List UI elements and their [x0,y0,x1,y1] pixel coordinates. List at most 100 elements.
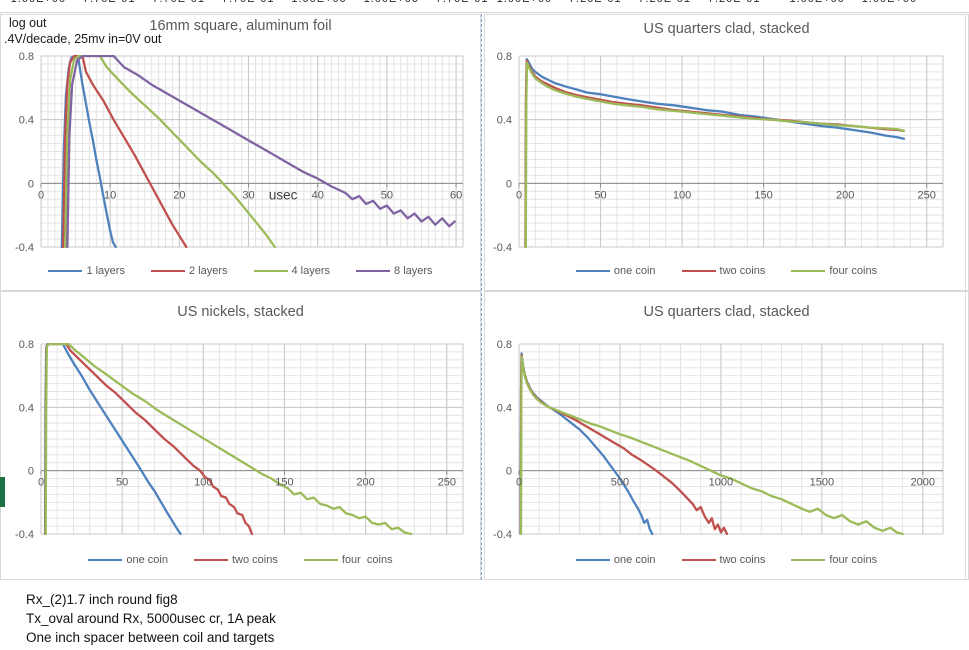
svg-text:50: 50 [594,189,606,201]
svg-text:200: 200 [836,189,854,201]
legend-label: one coin [126,554,168,566]
svg-text:0.4: 0.4 [19,115,34,127]
svg-text:250: 250 [918,189,936,201]
legend-item: four coins [791,554,877,566]
legend-label: four coins [829,554,878,566]
svg-text:0: 0 [506,466,512,478]
legend-label: two coins [719,265,766,277]
cell-values-right: -1.00E+00 -7.20E-01 -7.20E-01 -7.20E-01 … [492,0,917,5]
legend-label: 1 layers [86,265,125,277]
svg-text:500: 500 [611,477,629,489]
legend-item: two coins [681,265,766,277]
legend-line-swatch [575,559,610,561]
spreadsheet-cell-strip: -1.00E+00 -7.70E-01 -7.70E-01 -7.70E-01 … [0,0,969,13]
legend-item: four coins [303,554,393,566]
svg-text:0: 0 [28,178,34,190]
svg-text:50: 50 [381,189,393,201]
svg-text:0.8: 0.8 [19,51,34,63]
axis-annotation-scale: .4V/decade, 25mv in=0V out [4,32,162,46]
svg-text:150: 150 [275,477,293,489]
svg-text:100: 100 [194,477,212,489]
legend-label: 4 layers [291,265,331,277]
svg-text:0: 0 [506,178,512,190]
legend-line-swatch [253,270,288,272]
legend-item: two coins [681,554,766,566]
svg-text:1500: 1500 [810,477,834,489]
svg-text:0: 0 [516,189,522,201]
legend-line-swatch [681,270,716,272]
cell-values-left: -1.00E+00 -7.70E-01 -7.70E-01 -7.70E-01 … [6,0,488,5]
svg-text:100: 100 [673,189,691,201]
svg-text:0.4: 0.4 [497,115,512,127]
chart-legend: 1 layers 2 layers 4 layers 8 layers [1,265,480,277]
legend-line-swatch [48,270,83,272]
sheet-selection-marker [0,477,5,507]
svg-text:0: 0 [38,477,44,489]
chart-plot: 0 500 1000 1500 2000 0.8 0.4 0 -0.4 [493,339,944,541]
svg-text:2000: 2000 [911,477,935,489]
svg-text:0.4: 0.4 [19,402,34,414]
svg-text:0: 0 [38,189,44,201]
legend-item: 8 layers [356,265,433,277]
chart-nickels-stacked[interactable]: US nickels, stacked 0 50 100 150 200 250 0.8 0.… [0,291,481,580]
column-gridline [965,14,966,580]
legend-item: one coin [575,554,656,566]
legend-item: 2 layers [150,265,228,277]
chart-plot: 0 50 100 150 200 250 0.8 0.4 0 -0.4 [493,51,944,254]
legend-line-swatch [150,270,185,272]
svg-text:-0.4: -0.4 [15,242,34,254]
svg-text:20: 20 [173,189,185,201]
svg-text:150: 150 [754,189,772,201]
legend-label: four coins [829,265,878,277]
svg-text:0.4: 0.4 [497,402,512,414]
legend-line-swatch [575,270,610,272]
svg-text:0: 0 [28,466,34,478]
legend-line-swatch [791,270,826,272]
note-line: Tx_oval around Rx, 5000usec cr, 1A peak [26,611,276,626]
legend-label: 8 layers [394,265,433,277]
chart-title: 16mm square, aluminum foil [149,18,332,34]
note-line: One inch spacer between coil and targets [26,630,275,645]
chart-title: US quarters clad, stacked [643,304,810,320]
notes-block: Rx_(2)1.7 inch round fig8 Tx_oval around… [26,590,276,647]
svg-text:50: 50 [116,477,128,489]
chart-legend: one coin two coins four coins [1,554,480,566]
svg-text:250: 250 [438,477,456,489]
legend-item: one coin [575,265,656,277]
page-break-line [481,14,484,580]
legend-item: 1 layers [48,265,125,277]
chart-plot: 0 10 20 30 40 50 60 0.8 0.4 0 -0.4 usec [15,51,464,254]
svg-text:0.8: 0.8 [19,339,34,351]
legend-label: one coin [613,265,656,277]
svg-text:200: 200 [356,477,374,489]
svg-text:0.8: 0.8 [497,51,512,63]
legend-item: one coin [88,554,168,566]
chart-quarters-long[interactable]: US quarters clad, stacked 0 500 1000 1500 20… [484,291,969,580]
svg-text:1000: 1000 [709,477,733,489]
legend-label: one coin [613,554,656,566]
svg-text:60: 60 [450,189,462,201]
svg-text:40: 40 [312,189,324,201]
chart-title: US nickels, stacked [177,304,304,320]
chart-legend: one coin two coins four coins [485,265,968,277]
svg-text:30: 30 [242,189,254,201]
svg-text:usec: usec [269,187,298,202]
legend-line-swatch [356,270,391,272]
svg-text:-0.4: -0.4 [493,529,512,541]
legend-label: 2 layers [188,265,228,277]
chart-aluminum-foil[interactable]: 16mm square, aluminum foil log out .4V/d… [0,14,481,291]
legend-item: two coins [193,554,278,566]
chart-plot: 0 50 100 150 200 250 0.8 0.4 0 -0.4 [15,339,464,541]
legend-line-swatch [303,559,338,561]
legend-label: two coins [719,554,766,566]
svg-text:10: 10 [104,189,116,201]
legend-item: 4 layers [253,265,331,277]
chart-legend: one coin two coins four coins [485,554,968,566]
svg-text:0: 0 [516,477,522,489]
chart-quarters-stacked[interactable]: US quarters clad, stacked 0 50 100 150 200 25… [484,14,969,291]
legend-item: four coins [791,265,877,277]
chart-title: US quarters clad, stacked [643,21,810,37]
svg-text:-0.4: -0.4 [15,529,34,541]
note-line: Rx_(2)1.7 inch round fig8 [26,592,178,607]
axis-annotation-log-out: log out [9,16,47,30]
